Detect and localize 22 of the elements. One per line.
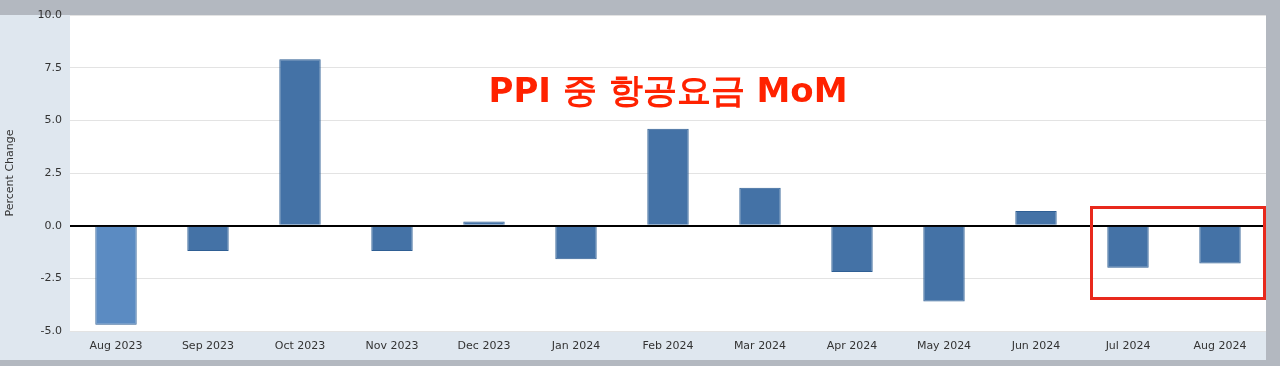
x-tick-label: May 2024 (916, 339, 972, 353)
y-tick-label: 10.0 (37, 7, 62, 21)
x-tick-label: Apr 2024 (826, 339, 878, 353)
y-tick-label: -5.0 (40, 323, 62, 337)
y-axis-title: Percent Change (3, 129, 17, 217)
x-tick-label: Nov 2023 (365, 339, 419, 353)
y-tick-label: 5.0 (44, 113, 62, 127)
y-tick-label: -2.5 (40, 271, 62, 285)
y-tick-label: 7.5 (44, 60, 62, 74)
x-tick-label: Jun 2024 (1010, 339, 1061, 353)
y-tick-label: 0.0 (44, 218, 62, 232)
x-tick-label: Feb 2024 (642, 339, 694, 353)
x-tick-label: Sep 2023 (181, 339, 235, 353)
x-tick-label: Oct 2023 (274, 339, 326, 353)
x-tick-label: Mar 2024 (733, 339, 787, 353)
x-tick-label: Aug 2024 (1193, 339, 1247, 353)
x-tick-label: Dec 2023 (457, 339, 511, 353)
x-tick-label: Aug 2023 (89, 339, 143, 353)
y-tick-label: 2.5 (44, 165, 62, 179)
x-tick-label: Jan 2024 (550, 339, 601, 353)
text: PPI 중 항공요금 MoM (488, 69, 848, 110)
x-tick-label: Jul 2024 (1104, 339, 1151, 353)
